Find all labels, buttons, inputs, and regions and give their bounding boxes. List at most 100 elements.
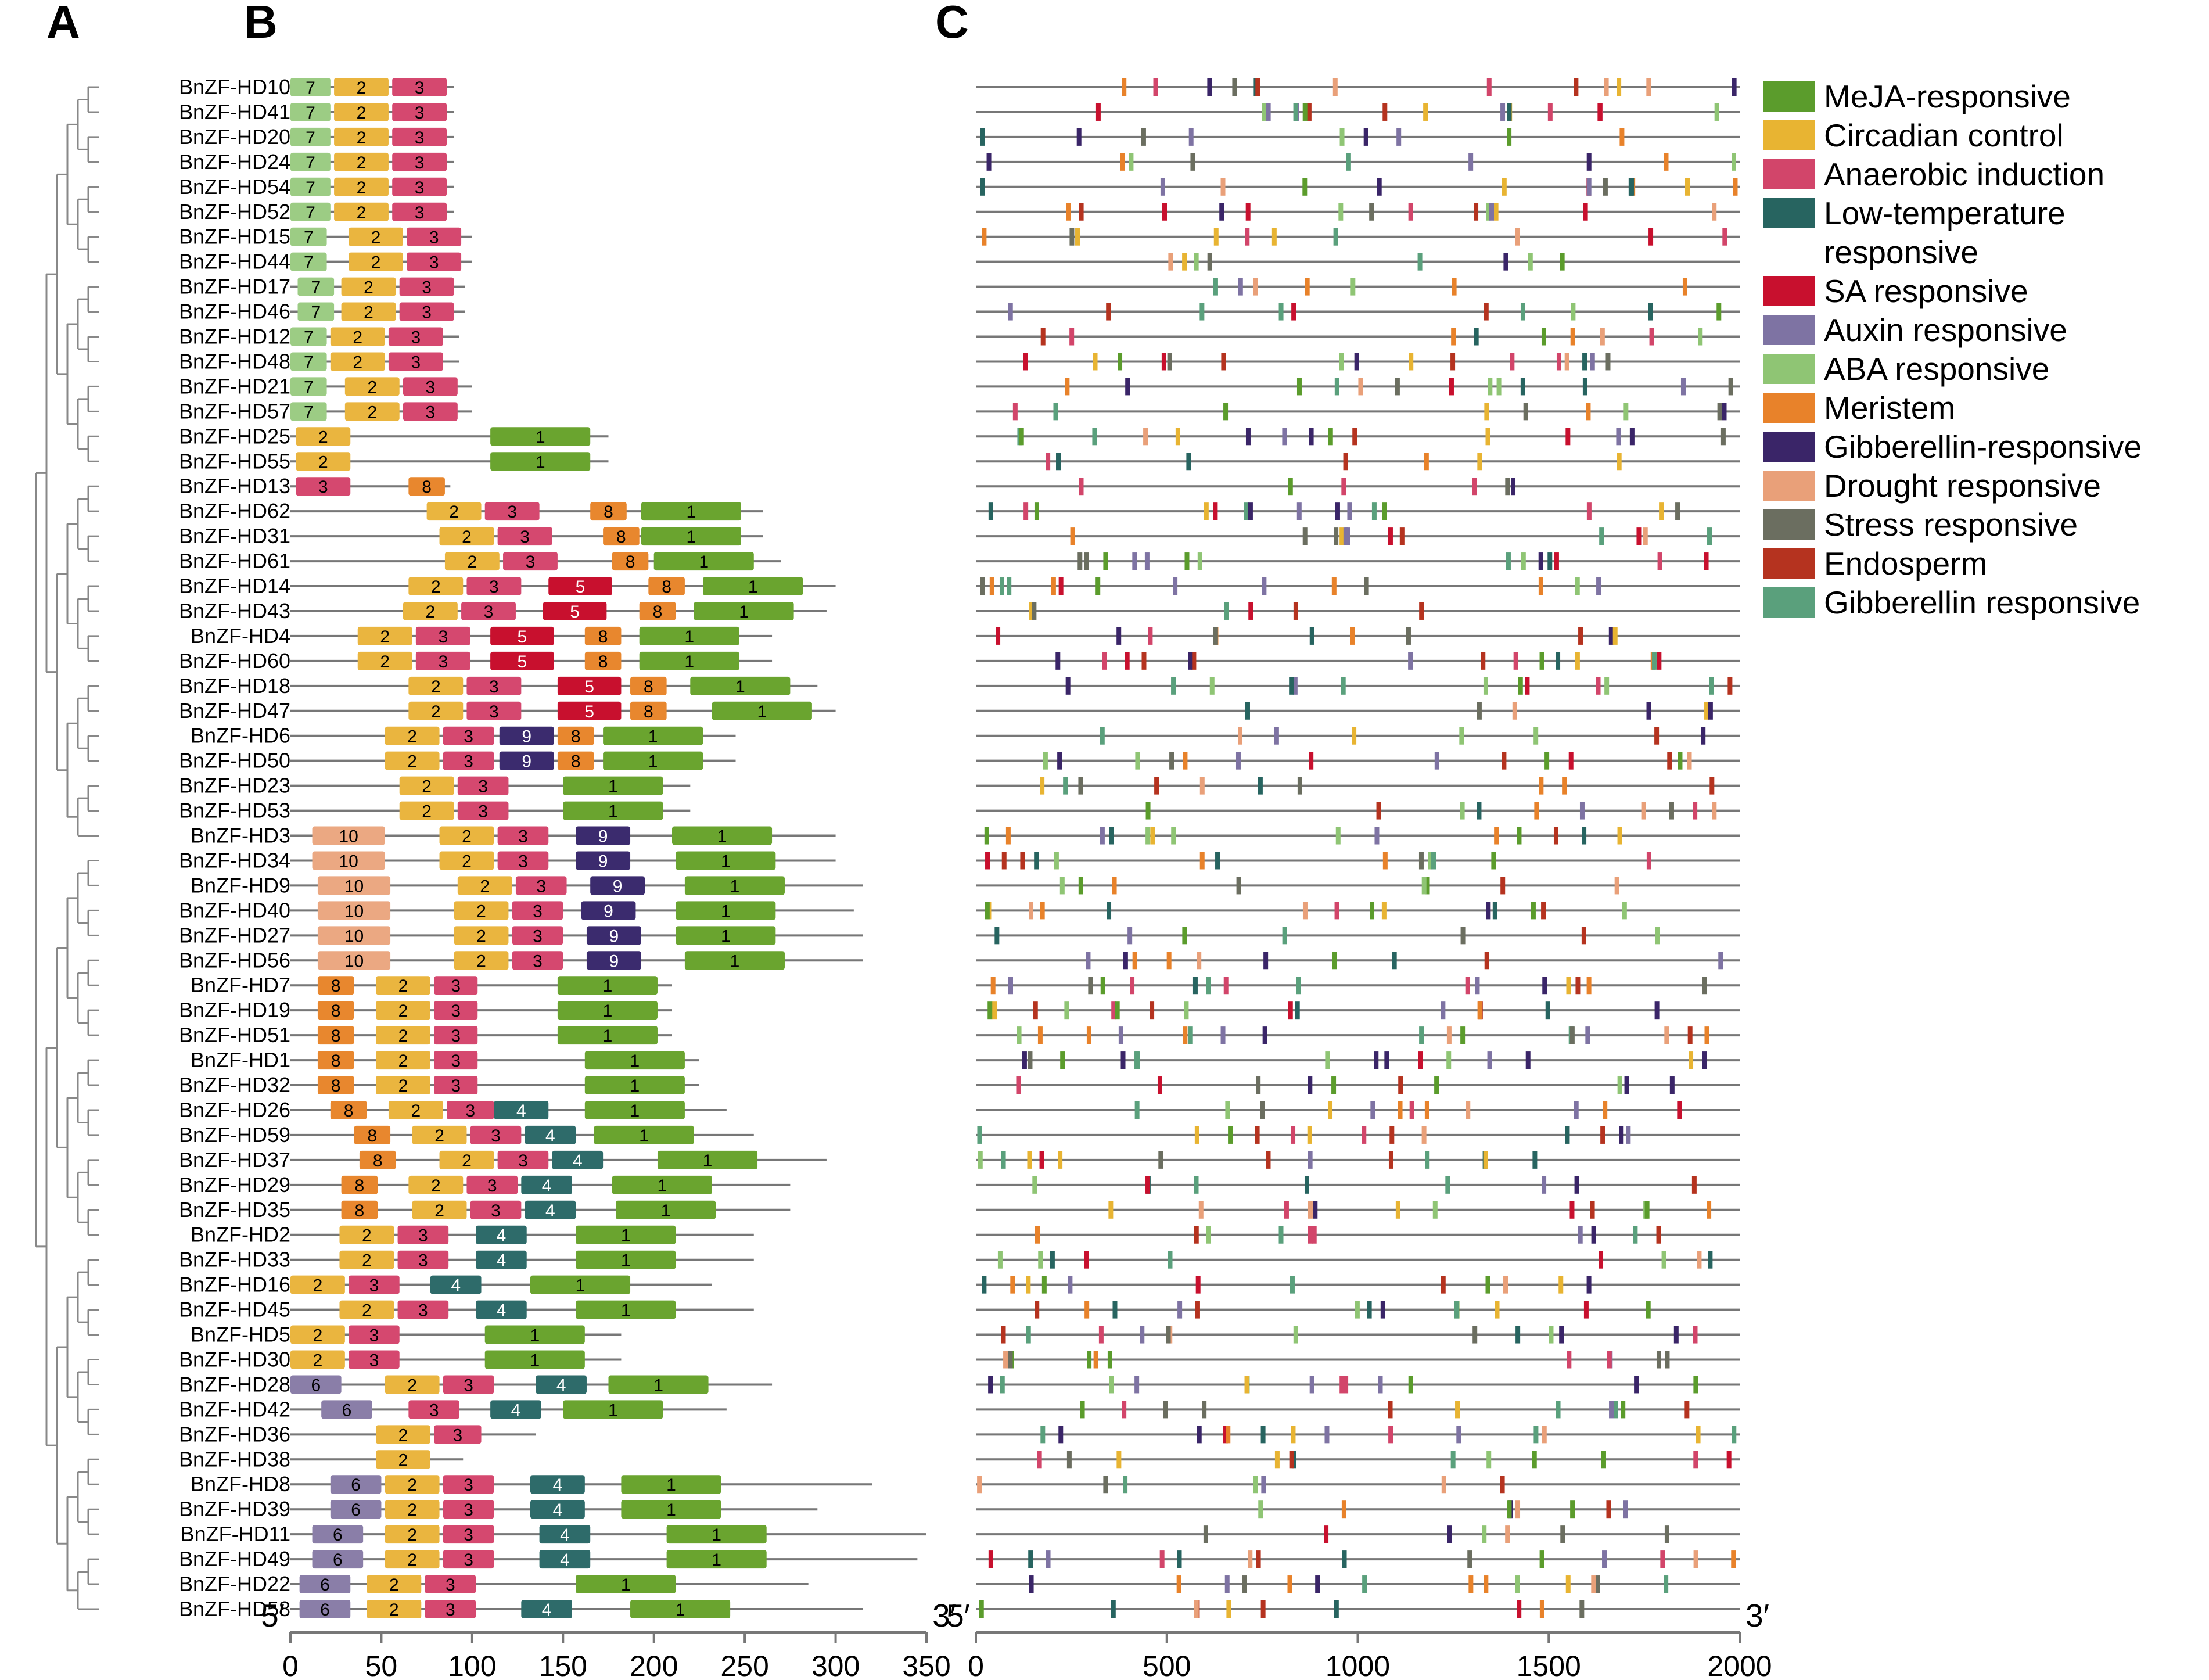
cis-element-mark [1111, 1001, 1116, 1020]
motif-label: 1 [576, 1276, 586, 1295]
motif-7-box [297, 302, 335, 321]
motif-2-box [376, 1450, 430, 1469]
cis-element-mark [1654, 727, 1660, 745]
motif-2-box [334, 127, 389, 146]
cis-element-mark [996, 627, 1001, 645]
cis-element-mark [1449, 378, 1454, 396]
cis-element-mark [1118, 353, 1123, 371]
motif-label: 4 [497, 1226, 507, 1245]
motif-1-box [657, 1150, 758, 1169]
cis-element-mark [1144, 552, 1150, 570]
cis-element-mark [1328, 1101, 1333, 1119]
cis-element-mark [1199, 777, 1205, 795]
cis-element-mark [1560, 1525, 1565, 1543]
cis-element-mark [994, 927, 1000, 945]
cis-element-mark [1258, 1500, 1263, 1519]
cis-element-mark [1163, 1401, 1168, 1419]
motif-label: 3 [518, 1151, 528, 1171]
cis-element-mark [1693, 1550, 1698, 1568]
motif-label: 2 [362, 1301, 372, 1320]
motif-3-box [447, 1100, 494, 1119]
cis-element-mark [1362, 1126, 1367, 1144]
motif-3-box [484, 502, 540, 521]
cis-element-mark [1274, 1451, 1280, 1469]
cis-element-mark [1369, 203, 1374, 221]
cis-element-mark [1168, 253, 1173, 271]
cis-element-mark [1087, 1351, 1092, 1369]
cis-element-mark [1093, 1351, 1098, 1369]
cis-element-mark [1664, 1026, 1669, 1044]
cis-element-mark [1596, 677, 1601, 695]
cis-element-mark [1450, 353, 1456, 371]
cis-element-mark [1382, 502, 1387, 520]
motif-label: 3 [451, 1051, 461, 1071]
cis-element-mark [1712, 203, 1717, 221]
cis-element-mark [1334, 527, 1339, 545]
cis-element-mark [988, 1376, 993, 1394]
cis-element-mark [978, 1151, 983, 1169]
cis-element-mark [1115, 1001, 1120, 1020]
motif-label: 1 [730, 877, 740, 896]
motif-label: 7 [304, 353, 314, 372]
cis-element-mark [1034, 852, 1039, 870]
cis-element-mark [1051, 577, 1056, 595]
cis-element-mark [1709, 777, 1715, 795]
motif-label: 2 [313, 1351, 323, 1370]
cis-element-mark [1456, 1426, 1461, 1444]
cis-element-mark [1176, 1575, 1181, 1593]
cis-element-mark [1035, 1301, 1040, 1319]
panel-c-letter: C [935, 0, 969, 48]
cis-element-mark [1134, 1376, 1140, 1394]
motif-4-box [525, 1200, 576, 1219]
motif-label: 8 [571, 752, 581, 771]
cis-element-mark [1209, 677, 1215, 695]
motif-1-box [563, 1400, 663, 1419]
cis-element-mark [1029, 1575, 1034, 1593]
cis-element-mark [1059, 877, 1065, 895]
motif-tick-label: 250 [720, 1650, 768, 1680]
motif-label: 3 [464, 752, 473, 771]
cis-element-mark [1224, 602, 1229, 620]
motif-2-box [399, 776, 454, 795]
cis-element-mark [1255, 78, 1260, 96]
cis-element-mark [1586, 977, 1592, 995]
motif-label: 3 [426, 403, 436, 422]
cis-element-mark [1116, 627, 1122, 645]
cis-element-mark [1220, 1026, 1226, 1044]
motif-3-box [503, 552, 558, 571]
motif-label: 1 [735, 677, 745, 697]
cis-element-mark [1248, 502, 1253, 520]
motif-6-box [299, 1600, 351, 1618]
cis-element-mark [1040, 777, 1045, 795]
cis-element-mark [1324, 1426, 1330, 1444]
cis-element-mark [1450, 1451, 1456, 1469]
cis-element-mark [1289, 1451, 1294, 1469]
motif-2-box [439, 826, 494, 845]
motif-2-box [385, 1500, 440, 1519]
cis-element-mark [1260, 1600, 1266, 1618]
motif-label: 2 [407, 727, 417, 746]
cis-element-mark [1008, 977, 1014, 995]
motif-3-box [512, 951, 563, 970]
cis-element-mark [1648, 303, 1653, 321]
cis-element-mark [1604, 78, 1609, 96]
motif-label: 3 [478, 802, 488, 821]
cis-element-mark [1352, 428, 1357, 446]
cis-element-mark [1482, 1525, 1487, 1543]
motif-label: 3 [533, 902, 543, 921]
motif-2-box [412, 1200, 467, 1219]
motif-label: 7 [304, 403, 314, 422]
cis-element-mark [1093, 353, 1098, 371]
motif-label: 3 [464, 1476, 473, 1495]
motif-label: 4 [542, 1600, 552, 1620]
cis-element-mark [1095, 577, 1101, 595]
cis-element-mark [1570, 1500, 1575, 1519]
cis-element-mark [1673, 1326, 1679, 1344]
motif-9-box [581, 901, 636, 920]
cis-element-mark [1046, 1550, 1051, 1568]
motif-2-box [334, 78, 389, 96]
cis-element-mark [1224, 1575, 1230, 1593]
cis-element-mark [1167, 353, 1172, 371]
cis-element-mark [1528, 253, 1533, 271]
cis-element-mark [1245, 428, 1251, 446]
